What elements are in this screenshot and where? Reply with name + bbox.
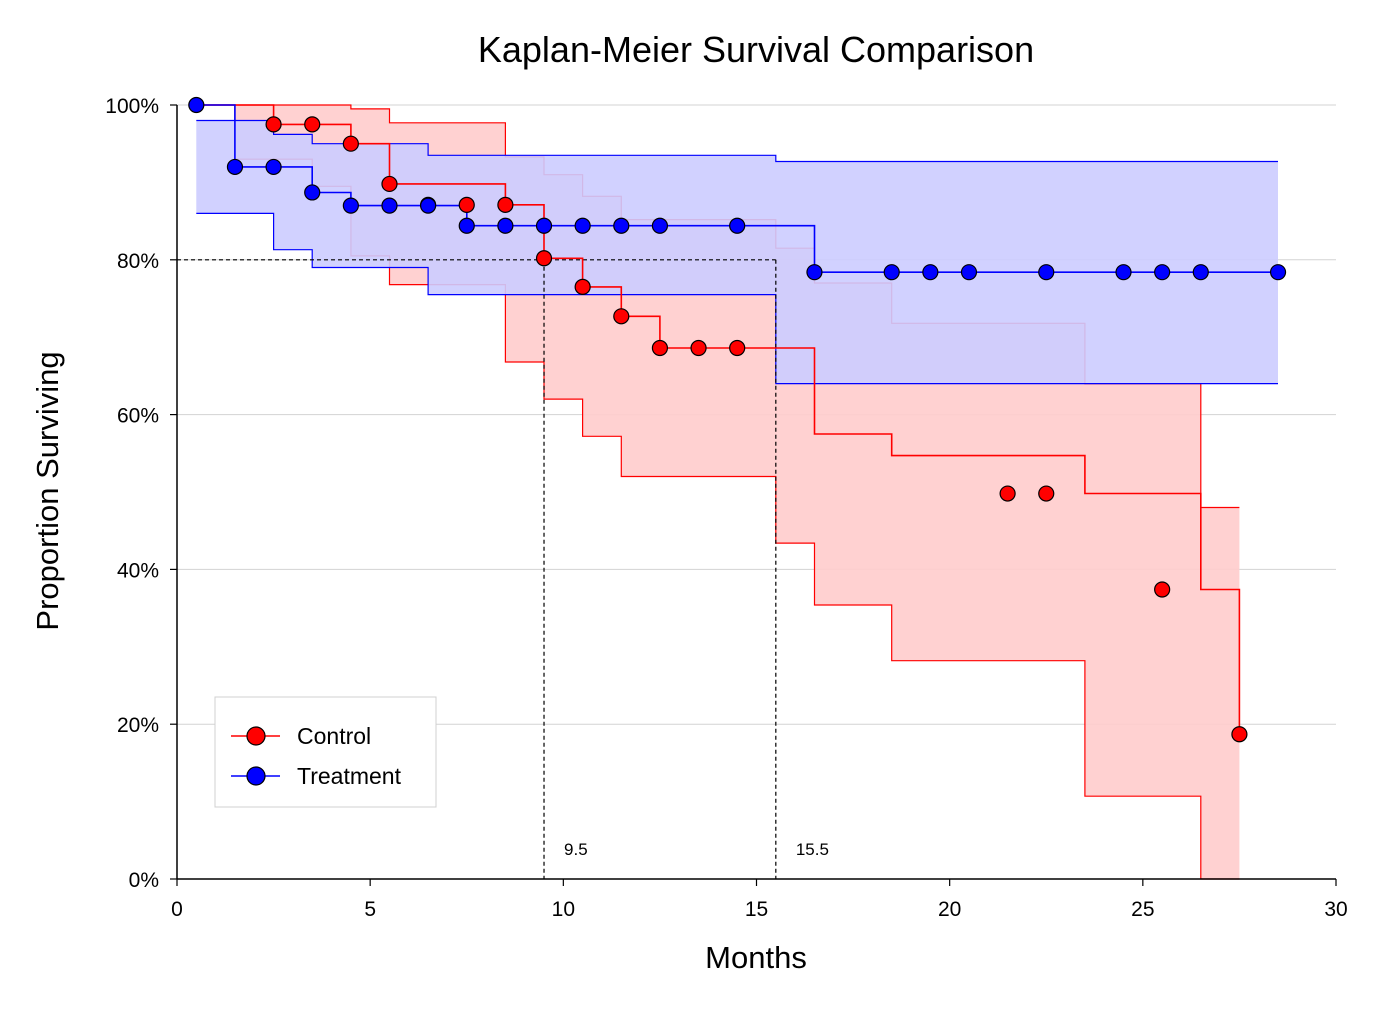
treatment-marker-20 bbox=[1154, 264, 1171, 281]
y-tick-label-0: 0% bbox=[129, 869, 159, 892]
treatment-marker-8 bbox=[497, 217, 514, 234]
x-tick-label-6: 30 bbox=[1324, 898, 1347, 921]
control-marker-2 bbox=[342, 135, 359, 152]
tick-labels: 0 5 10 15 20 25 30 0% 20% 40% 60% 80% 100% bbox=[105, 95, 1347, 921]
y-axis-title: Proportion Surviving bbox=[30, 351, 65, 630]
x-tick-label-0: 0 bbox=[171, 898, 183, 921]
x-axis-title: Months bbox=[705, 940, 807, 975]
control-marker-5 bbox=[458, 196, 475, 213]
control-marker-0 bbox=[265, 116, 282, 133]
treatment-marker-14 bbox=[806, 264, 823, 281]
control-marker-3 bbox=[381, 175, 398, 193]
legend-box bbox=[214, 696, 437, 808]
control-marker-15 bbox=[1154, 581, 1171, 598]
y-tick-label-3: 60% bbox=[117, 405, 159, 428]
legend-treatment-marker bbox=[246, 766, 266, 786]
treatment-marker-17 bbox=[960, 264, 978, 281]
chart-title: Kaplan-Meier Survival Comparison bbox=[478, 29, 1034, 70]
data-markers bbox=[188, 96, 1287, 743]
treatment-marker-1 bbox=[226, 158, 244, 176]
treatment-marker-13 bbox=[729, 217, 746, 234]
control-marker-12 bbox=[729, 339, 746, 357]
x-tick-label-3: 15 bbox=[745, 898, 768, 921]
control-marker-8 bbox=[574, 278, 591, 295]
x-tick-label-5: 25 bbox=[1131, 898, 1154, 921]
treatment-marker-11 bbox=[613, 217, 630, 234]
legend-treatment-label: Treatment bbox=[297, 763, 402, 789]
treatment-marker-5 bbox=[381, 197, 398, 214]
treatment-marker-19 bbox=[1115, 264, 1132, 281]
control-marker-16 bbox=[1231, 726, 1248, 743]
treatment-marker-2 bbox=[265, 158, 282, 176]
treatment-marker-10 bbox=[574, 217, 591, 234]
treatment-marker-7 bbox=[458, 217, 475, 234]
treatment-marker-9 bbox=[535, 217, 553, 234]
treatment-marker-15 bbox=[883, 264, 900, 281]
x-tick-label-2: 10 bbox=[552, 898, 575, 921]
treatment-marker-12 bbox=[651, 217, 669, 234]
treatment-marker-21 bbox=[1192, 264, 1209, 281]
legend: Control Treatment bbox=[214, 696, 437, 808]
reference-lines: 9.5 15.5 bbox=[177, 259, 829, 879]
y-tick-label-2: 40% bbox=[117, 559, 159, 582]
legend-control-label: Control bbox=[297, 723, 371, 749]
y-tick-label-4: 80% bbox=[117, 250, 159, 273]
control-survival-curve bbox=[196, 104, 1241, 735]
control-marker-14 bbox=[1038, 485, 1055, 502]
treatment-marker-3 bbox=[304, 184, 321, 201]
treatment-marker-18 bbox=[1038, 264, 1055, 281]
x-tick-label-1: 5 bbox=[364, 898, 376, 921]
control-marker-9 bbox=[613, 308, 630, 325]
treatment-marker-0 bbox=[188, 96, 205, 114]
control-marker-1 bbox=[304, 116, 321, 133]
treatment-marker-16 bbox=[922, 264, 939, 281]
x-tick-label-4: 20 bbox=[938, 898, 961, 921]
control-marker-7 bbox=[535, 250, 553, 267]
control-marker-6 bbox=[497, 196, 514, 213]
control-marker-11 bbox=[690, 339, 707, 357]
control-marker-13 bbox=[999, 485, 1016, 502]
y-tick-label-5: 100% bbox=[105, 95, 159, 118]
treatment-marker-22 bbox=[1269, 264, 1287, 281]
treatment-confidence-band bbox=[196, 120, 1278, 384]
treatment-marker-6 bbox=[420, 197, 437, 214]
legend-control-marker bbox=[246, 726, 266, 746]
median-annotation-0: 9.5 bbox=[564, 840, 588, 859]
median-annotation-1: 15.5 bbox=[796, 840, 829, 859]
y-tick-label-1: 20% bbox=[117, 714, 159, 737]
treatment-marker-4 bbox=[342, 197, 359, 214]
control-marker-10 bbox=[651, 339, 669, 357]
axes bbox=[170, 104, 1337, 886]
